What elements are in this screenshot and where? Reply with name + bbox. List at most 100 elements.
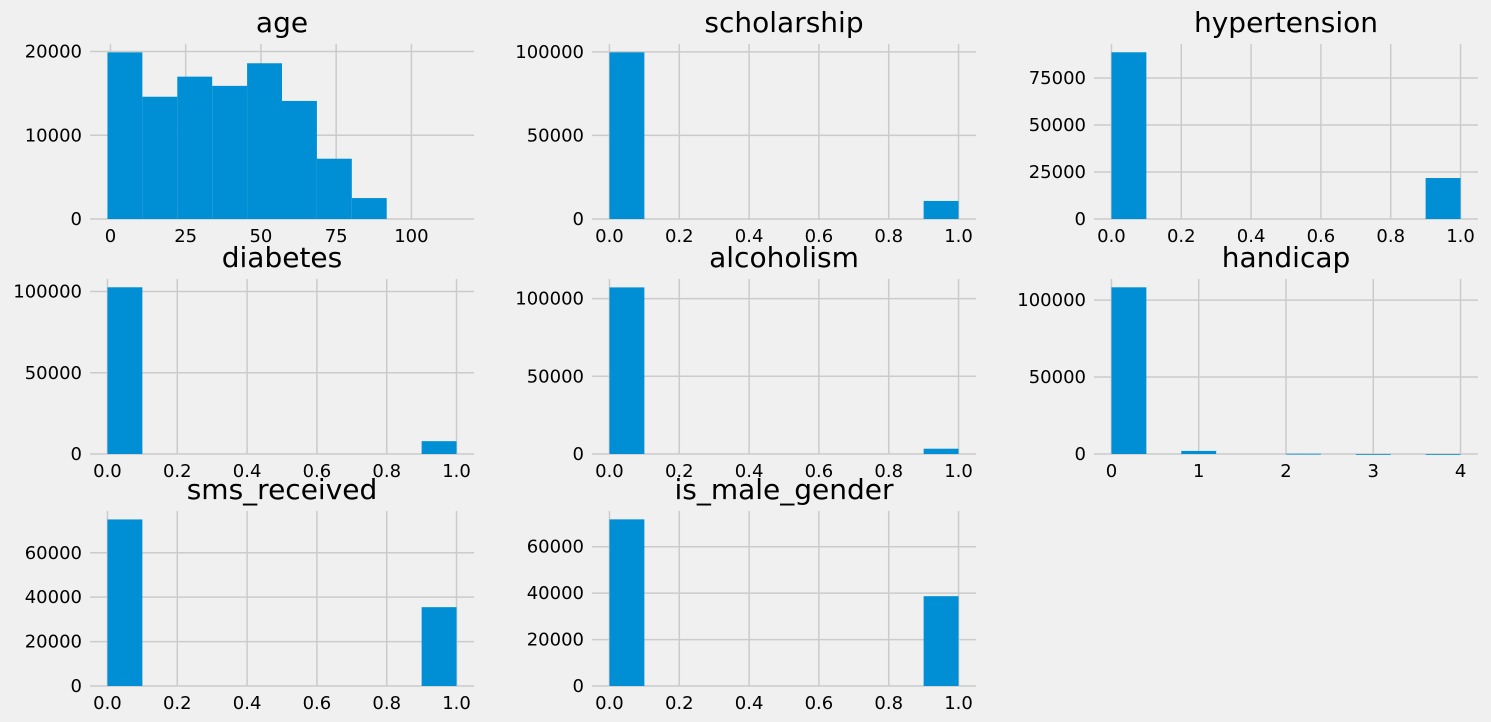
y-tick-label: 75000 [1029, 68, 1086, 89]
histogram-bar [107, 287, 143, 454]
x-tick-label: 50 [249, 226, 272, 247]
y-tick-label: 25000 [1029, 162, 1086, 183]
y-tick-label: 100000 [515, 289, 584, 310]
x-tick-label: 0.4 [735, 226, 764, 247]
x-tick-label: 3 [1368, 461, 1379, 482]
histogram-bar [421, 441, 457, 454]
x-tick-label: 0.8 [874, 461, 903, 482]
panel-title: scholarship [704, 6, 863, 39]
x-tick-label: 0.2 [163, 461, 192, 482]
histogram-bar [351, 198, 387, 219]
histogram-bar [107, 52, 143, 220]
histogram-bar [923, 448, 959, 454]
y-tick-label: 50000 [527, 366, 584, 387]
x-tick-label: 0.4 [735, 693, 764, 714]
y-tick-label: 0 [71, 676, 82, 697]
panel-is-male-gender: 0.0 0.2 0.4 0.6 0.8 1.0 0 20000 40000 60000 is_mal… [527, 473, 976, 714]
y-tick-label: 0 [71, 444, 82, 465]
y-tick-label: 20000 [25, 42, 82, 63]
histogram-bar [1181, 450, 1217, 454]
x-tick-label: 1.0 [944, 226, 973, 247]
x-tick-label: 0.6 [303, 461, 332, 482]
panel-title: hypertension [1194, 6, 1378, 39]
x-tick-label: 0.2 [1167, 226, 1196, 247]
histogram-bar [609, 52, 645, 220]
histogram-bar [316, 158, 352, 219]
x-tick-label: 1.0 [944, 461, 973, 482]
panel-title: alcoholism [709, 241, 859, 274]
x-tick-label: 0.8 [874, 226, 903, 247]
histogram-bar [923, 200, 959, 219]
y-tick-label: 50000 [1029, 115, 1086, 136]
y-tick-label: 50000 [25, 363, 82, 384]
histogram-bar [212, 85, 248, 219]
x-tick-label: 0.0 [595, 693, 624, 714]
y-tick-label: 100000 [515, 42, 584, 63]
x-tick-label: 0.4 [233, 461, 262, 482]
x-tick-label: 0.2 [665, 226, 694, 247]
panel-age: 0 25 50 75 100 0 10000 20000 age [25, 6, 474, 247]
histogram-bar [1425, 453, 1461, 455]
x-tick-label: 0.0 [595, 461, 624, 482]
panel-diabetes: 0.0 0.2 0.4 0.6 0.8 1.0 0 50000 100000 diabetes [13, 241, 474, 482]
x-tick-label: 1.0 [442, 693, 471, 714]
x-tick-label: 1.0 [1446, 226, 1475, 247]
panel-sms-received: 0.0 0.2 0.4 0.6 0.8 1.0 0 20000 40000 60000 sms_re… [25, 473, 474, 714]
x-tick-label: 0 [105, 226, 116, 247]
y-tick-label: 60000 [25, 543, 82, 564]
y-tick-label: 0 [1075, 444, 1086, 465]
y-tick-label: 0 [573, 444, 584, 465]
x-tick-label: 0.6 [805, 461, 834, 482]
x-tick-label: 0.8 [372, 693, 401, 714]
panel-hypertension: 0.0 0.2 0.4 0.6 0.8 1.0 0 25000 50000 75000 hypert… [1029, 6, 1478, 247]
x-tick-label: 1.0 [944, 693, 973, 714]
x-tick-label: 0 [1106, 461, 1117, 482]
x-tick-label: 0.8 [1376, 226, 1405, 247]
x-tick-label: 25 [174, 226, 197, 247]
y-tick-label: 60000 [527, 537, 584, 558]
histogram-bar [247, 63, 282, 219]
x-tick-label: 4 [1455, 461, 1466, 482]
histogram-bar [1355, 453, 1391, 455]
panel-handicap: 0 1 2 3 4 0 50000 100000 handicap [1017, 241, 1478, 482]
histogram-bar [609, 287, 645, 454]
y-tick-label: 10000 [25, 125, 82, 146]
x-tick-label: 0.4 [735, 461, 764, 482]
x-tick-label: 0.2 [665, 693, 694, 714]
y-tick-label: 0 [1075, 209, 1086, 230]
x-tick-label: 0.0 [1097, 226, 1126, 247]
panel-scholarship: 0.0 0.2 0.4 0.6 0.8 1.0 0 50000 100000 scholarshi… [515, 6, 976, 247]
y-tick-label: 20000 [25, 632, 82, 653]
y-tick-label: 0 [71, 209, 82, 230]
y-tick-label: 20000 [527, 630, 584, 651]
panel-title: handicap [1222, 241, 1351, 274]
x-tick-label: 0.6 [805, 693, 834, 714]
y-tick-label: 0 [573, 676, 584, 697]
x-tick-label: 0.4 [233, 693, 262, 714]
histogram-bar [177, 76, 213, 219]
histogram-bar [923, 596, 959, 686]
x-tick-label: 100 [394, 226, 428, 247]
x-tick-label: 0.4 [1237, 226, 1266, 247]
x-tick-label: 0.6 [1307, 226, 1336, 247]
panel-title: sms_received [187, 473, 378, 506]
x-tick-label: 0.0 [595, 226, 624, 247]
x-tick-label: 2 [1280, 461, 1291, 482]
histogram-bar [107, 519, 143, 686]
x-tick-label: 1 [1193, 461, 1204, 482]
x-tick-label: 0.8 [874, 693, 903, 714]
histogram-bar [1286, 453, 1321, 455]
y-tick-label: 0 [573, 209, 584, 230]
histogram-bar [1425, 178, 1461, 219]
histogram-bar [142, 96, 178, 219]
x-tick-label: 0.0 [93, 693, 122, 714]
y-tick-label: 100000 [1017, 290, 1086, 311]
y-tick-label: 40000 [25, 587, 82, 608]
histogram-bar [282, 100, 317, 219]
panel-title: diabetes [222, 241, 343, 274]
x-tick-label: 0.6 [303, 693, 332, 714]
panel-alcoholism: 0.0 0.2 0.4 0.6 0.8 1.0 0 50000 100000 alcoholism [515, 241, 976, 482]
x-tick-label: 0.8 [372, 461, 401, 482]
histogram-bar [1111, 287, 1147, 454]
x-tick-label: 0.0 [93, 461, 122, 482]
